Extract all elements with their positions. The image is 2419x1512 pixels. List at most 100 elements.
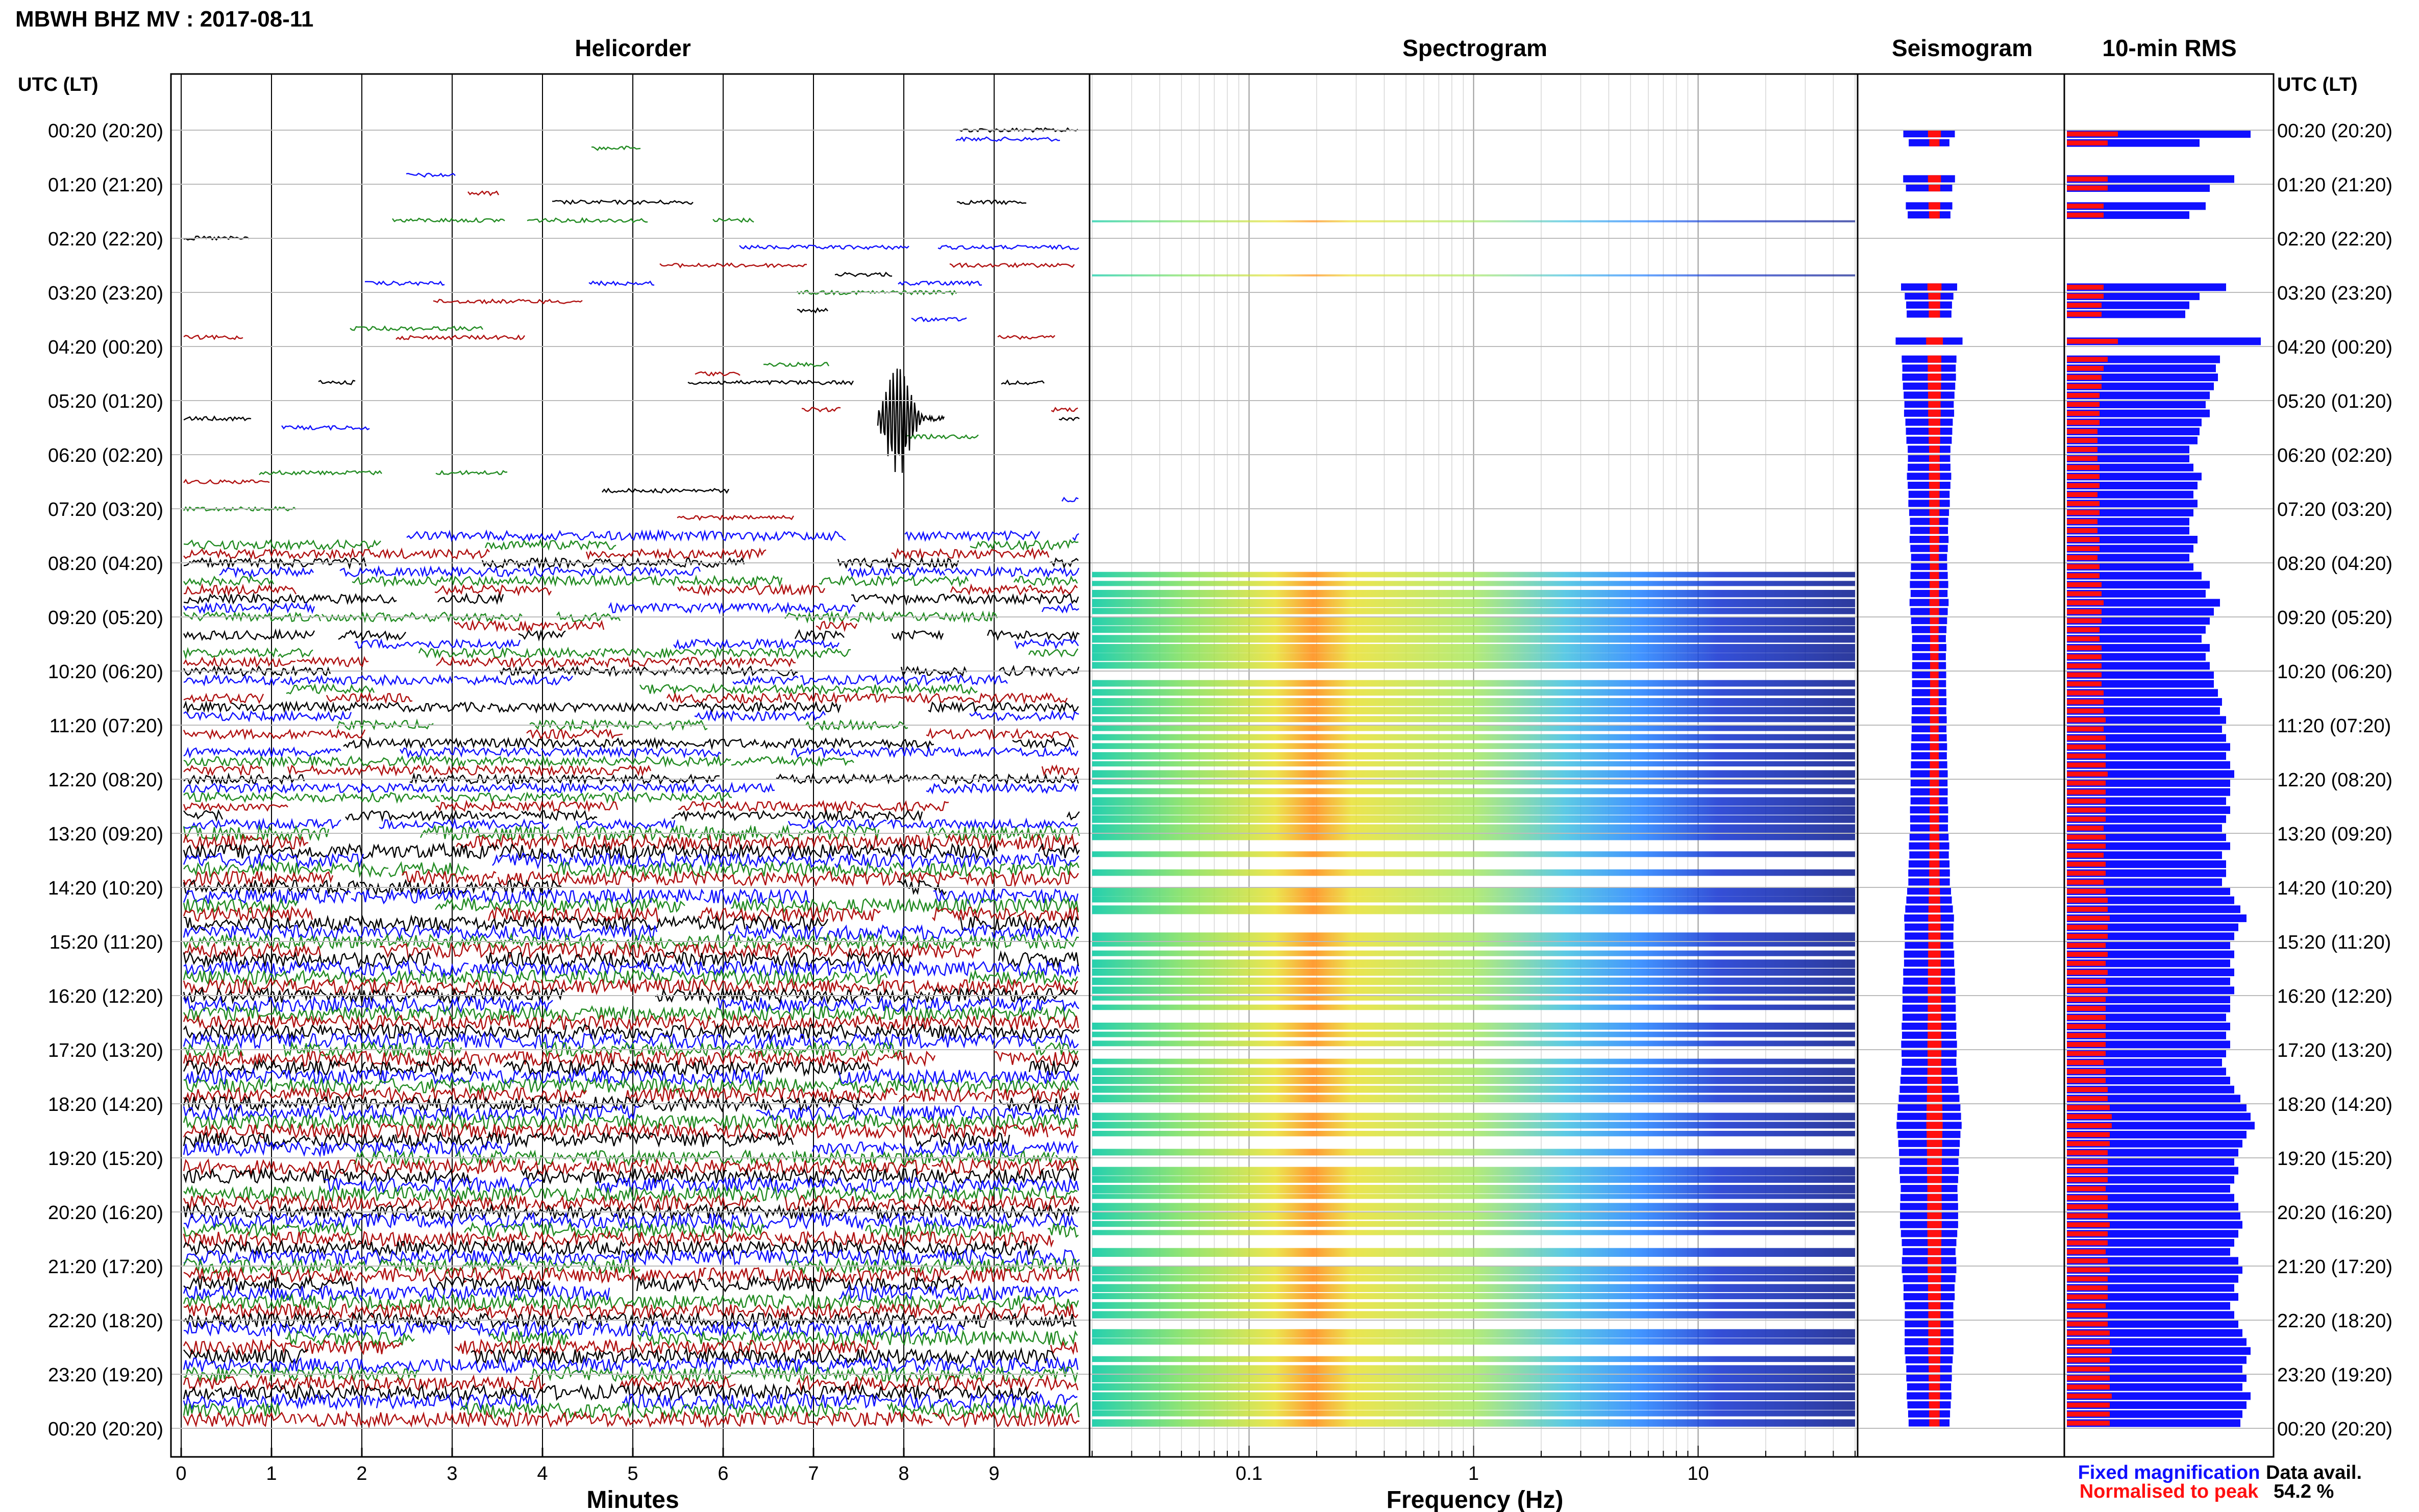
helicorder-trace <box>593 1321 719 1337</box>
rms-normalised-bar <box>2067 564 2100 569</box>
helicorder-trace <box>183 986 346 1005</box>
helicorder-trace <box>225 978 396 995</box>
helicorder-trace <box>283 1040 462 1058</box>
rms-normalised-bar <box>2067 392 2100 398</box>
rms-fixed-bar <box>2067 1248 2230 1256</box>
helicorder-trace <box>393 1212 510 1229</box>
helicorder-trace <box>183 995 340 1013</box>
seismogram-fixed-bar <box>1912 689 1946 697</box>
helicorder-trace <box>639 683 757 696</box>
helicorder-trace <box>921 1258 954 1275</box>
helicorder-trace <box>529 1258 640 1275</box>
helicorder-trace <box>682 1239 844 1257</box>
helicorder-trace <box>354 1267 467 1284</box>
rms-fixed-bar <box>2067 1311 2234 1319</box>
spectrogram-band <box>1092 1058 1855 1064</box>
helicorder-trace <box>637 1330 692 1346</box>
rms-normalised-bar <box>2067 185 2108 191</box>
spectrogram-band <box>1092 1365 1855 1374</box>
spectrogram-band <box>1092 977 1855 985</box>
rms-panel <box>2067 130 2261 1427</box>
rms-fixed-bar <box>2067 175 2234 183</box>
helicorder-trace <box>427 1113 571 1131</box>
helicorder-trace <box>359 1295 451 1310</box>
helicorder-trace <box>900 1014 1038 1030</box>
rms-normalised-bar <box>2067 600 2104 606</box>
time-tick-right: 13:20 (09:20) <box>2277 824 2392 845</box>
rms-normalised-bar <box>2067 1303 2106 1309</box>
rms-fixed-bar <box>2067 878 2222 886</box>
rms-normalised-bar <box>2067 465 2100 470</box>
seismogram-normalised-bar <box>1928 1248 1941 1255</box>
helicorder-trace <box>758 1275 871 1292</box>
helicorder-trace <box>473 941 604 960</box>
rms-frame <box>2063 73 2275 1458</box>
time-tick-right: 07:20 (03:20) <box>2277 499 2392 520</box>
seismogram-normalised-bar <box>1929 599 1939 606</box>
rms-normalised-bar <box>2067 474 2100 479</box>
seismogram-normalised-bar <box>1930 716 1939 724</box>
helicorder-trace <box>576 529 684 542</box>
spectrogram-band <box>1092 1275 1855 1282</box>
helicorder-trace <box>308 1195 429 1211</box>
helicorder-trace <box>1067 823 1078 827</box>
helicorder-trace <box>932 906 1017 923</box>
helicorder-trace <box>1066 811 1080 821</box>
seismogram-normalised-bar <box>1928 401 1941 408</box>
helicorder-trace <box>1038 842 1080 858</box>
seismogram-normalised-bar <box>1929 473 1940 480</box>
seismogram-title: Seismogram <box>1892 35 2033 61</box>
rms-normalised-bar <box>2067 1105 2110 1110</box>
helicorder-trace <box>911 316 967 323</box>
helicorder-trace <box>899 1140 984 1157</box>
seismogram-normalised-bar <box>1929 490 1940 498</box>
helicorder-trace <box>1034 1374 1079 1391</box>
helicorder-trace <box>776 870 959 887</box>
helicorder-trace <box>183 628 315 641</box>
time-tick-right: 08:20 (04:20) <box>2277 553 2392 575</box>
time-tick-right: 12:20 (08:20) <box>2277 770 2392 791</box>
helicorder-trace <box>280 674 453 687</box>
helicorder-trace <box>793 1060 871 1077</box>
rms-normalised-bar <box>2067 582 2102 587</box>
helicorder-trace <box>784 1195 935 1212</box>
helicorder-trace <box>484 538 616 551</box>
helicorder-trace <box>633 781 775 796</box>
helicorder-trace <box>925 1185 1012 1203</box>
helicorder-trace <box>800 674 935 686</box>
helicorder-trace <box>929 987 1078 1004</box>
helicorder-trace <box>434 584 552 597</box>
helicorder-trace <box>691 977 758 995</box>
seismogram-normalised-bar <box>1929 1374 1940 1382</box>
helicorder-trace <box>786 1086 898 1104</box>
helicorder-trace <box>671 1076 829 1095</box>
seismogram-normalised-bar <box>1927 283 1942 291</box>
rms-fixed-bar <box>2067 490 2193 499</box>
helicorder-trace <box>638 1340 772 1356</box>
spectrogram-band <box>1092 752 1855 760</box>
helicorder-trace <box>870 979 994 996</box>
helicorder-trace <box>376 1392 539 1411</box>
helicorder-trace <box>921 1115 988 1130</box>
helicorder-trace <box>834 852 1011 870</box>
rms-normalised-bar <box>2067 1069 2106 1074</box>
seismogram-normalised-bar <box>1928 1311 1941 1319</box>
helicorder-trace <box>488 1330 569 1346</box>
rms-fixed-bar <box>2067 887 2230 896</box>
data-availability-label: Data avail. <box>2266 1462 2362 1483</box>
helicorder-trace <box>622 1393 803 1410</box>
rms-normalised-bar <box>2067 871 2106 876</box>
rms-fixed-bar <box>2067 1239 2234 1247</box>
helicorder-trace <box>848 897 905 914</box>
helicorder-trace <box>416 1186 580 1202</box>
spectrogram-band <box>1092 1383 1855 1391</box>
helicorder-trace <box>316 1330 415 1347</box>
rms-fixed-bar <box>2067 1302 2230 1310</box>
spectrogram-band <box>1092 707 1855 714</box>
helicorder-trace <box>732 1249 901 1266</box>
rms-fixed-bar <box>2067 1410 2242 1418</box>
helicorder-trace <box>728 844 881 859</box>
helicorder-trace <box>446 1285 518 1301</box>
rms-fixed-bar <box>2067 671 2214 679</box>
seismogram-normalised-bar <box>1929 500 1940 507</box>
